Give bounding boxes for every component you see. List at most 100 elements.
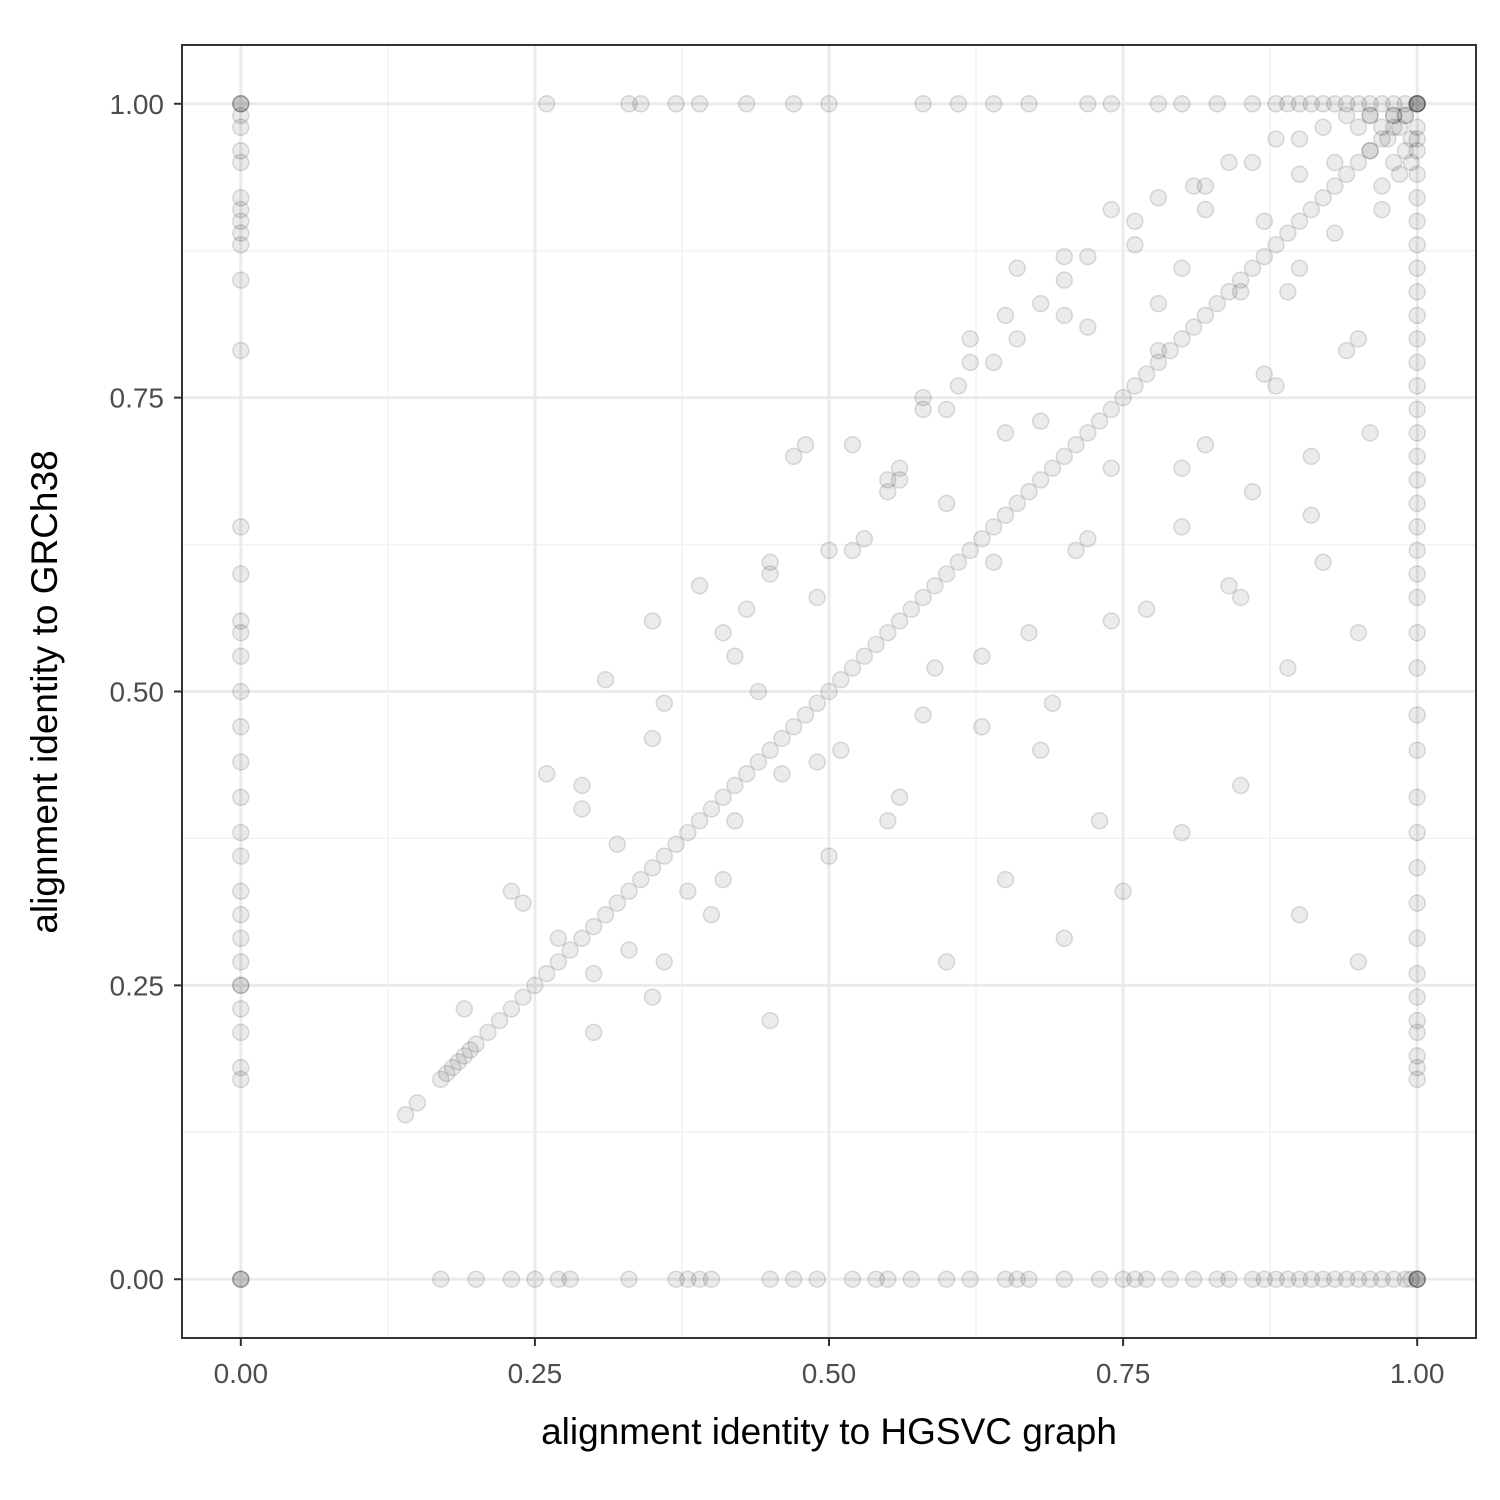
- data-point: [232, 1270, 250, 1288]
- data-point: [1149, 294, 1168, 313]
- data-point: [1149, 189, 1168, 207]
- data-point: [1208, 294, 1226, 313]
- data-point: [1290, 906, 1309, 924]
- data-point: [1373, 130, 1391, 148]
- data-point: [1408, 518, 1426, 536]
- data-point: [737, 600, 756, 618]
- data-point: [996, 506, 1015, 524]
- data-point: [1290, 212, 1309, 231]
- data-point: [1008, 1270, 1026, 1288]
- data-point: [490, 1011, 509, 1030]
- data-point: [1396, 142, 1415, 160]
- data-point: [1220, 1270, 1238, 1288]
- data-point: [232, 953, 250, 971]
- data-point: [1020, 95, 1038, 113]
- data-point: [1408, 259, 1426, 278]
- data-point: [1349, 95, 1368, 113]
- data-point: [1161, 1270, 1179, 1288]
- data-point: [232, 682, 250, 701]
- data-point: [573, 800, 591, 818]
- data-point: [1055, 1270, 1074, 1288]
- data-point: [1149, 341, 1168, 360]
- data-point: [1408, 823, 1426, 842]
- data-point: [1031, 471, 1050, 489]
- data-point: [232, 518, 250, 536]
- data-point: [608, 835, 627, 854]
- data-point: [620, 95, 638, 113]
- data-point: [1408, 964, 1426, 983]
- data-point: [1114, 882, 1132, 901]
- data-point: [914, 95, 932, 113]
- data-point: [1196, 177, 1215, 195]
- data-point: [902, 600, 921, 618]
- data-point: [843, 541, 862, 560]
- data-point: [914, 588, 932, 607]
- data-point: [1408, 236, 1426, 254]
- data-point: [1173, 330, 1191, 348]
- data-point: [1408, 565, 1426, 583]
- data-point: [232, 95, 250, 113]
- data-point: [879, 812, 897, 830]
- data-point: [1349, 623, 1368, 642]
- data-point: [1208, 95, 1226, 113]
- data-point: [232, 847, 250, 865]
- data-point: [867, 1270, 885, 1288]
- data-point: [432, 1070, 450, 1089]
- data-point: [232, 929, 250, 948]
- data-point: [1290, 95, 1309, 113]
- data-point: [1079, 95, 1097, 113]
- data-point: [1361, 424, 1379, 442]
- data-point: [232, 753, 250, 771]
- data-point: [1267, 236, 1285, 254]
- data-point: [232, 976, 250, 995]
- data-point: [1173, 459, 1191, 477]
- data-point: [796, 435, 815, 454]
- data-point: [996, 306, 1015, 325]
- data-point: [1031, 294, 1050, 313]
- data-point: [432, 1270, 450, 1288]
- data-point: [1031, 412, 1050, 430]
- data-point: [1055, 447, 1074, 466]
- data-point: [1373, 200, 1391, 219]
- data-point: [867, 635, 885, 654]
- data-point: [1243, 153, 1262, 172]
- data-point: [1255, 247, 1274, 266]
- data-point: [749, 682, 768, 701]
- data-point: [608, 894, 627, 912]
- data-point: [1408, 95, 1426, 113]
- data-point: [232, 623, 250, 642]
- data-point: [467, 1035, 485, 1053]
- data-point: [1231, 588, 1250, 607]
- data-point: [984, 353, 1003, 372]
- data-point: [232, 788, 250, 807]
- data-point: [1408, 95, 1426, 113]
- data-point: [1396, 106, 1415, 125]
- data-point: [1231, 271, 1250, 289]
- data-point: [679, 882, 697, 901]
- data-point: [737, 765, 756, 783]
- data-point: [232, 1023, 250, 1042]
- data-point: [1090, 1270, 1109, 1288]
- data-point: [690, 576, 709, 595]
- data-point: [655, 847, 674, 865]
- data-point: [1337, 341, 1356, 360]
- data-point: [761, 1270, 779, 1288]
- x-tick-label: 0.25: [508, 1358, 563, 1389]
- data-point: [232, 118, 250, 137]
- data-point: [1126, 236, 1144, 254]
- data-point: [232, 341, 250, 360]
- data-point: [1055, 929, 1074, 948]
- data-point: [1396, 1270, 1415, 1288]
- data-point: [1255, 1270, 1274, 1288]
- data-point: [973, 647, 991, 665]
- data-point: [1408, 1270, 1426, 1288]
- data-point: [1314, 118, 1332, 137]
- data-point: [1361, 106, 1379, 125]
- data-point: [1126, 212, 1144, 231]
- data-point: [773, 765, 791, 783]
- data-point: [855, 529, 874, 548]
- data-point: [1020, 482, 1038, 501]
- data-point: [537, 964, 556, 983]
- y-tick-label: 0.75: [110, 383, 165, 414]
